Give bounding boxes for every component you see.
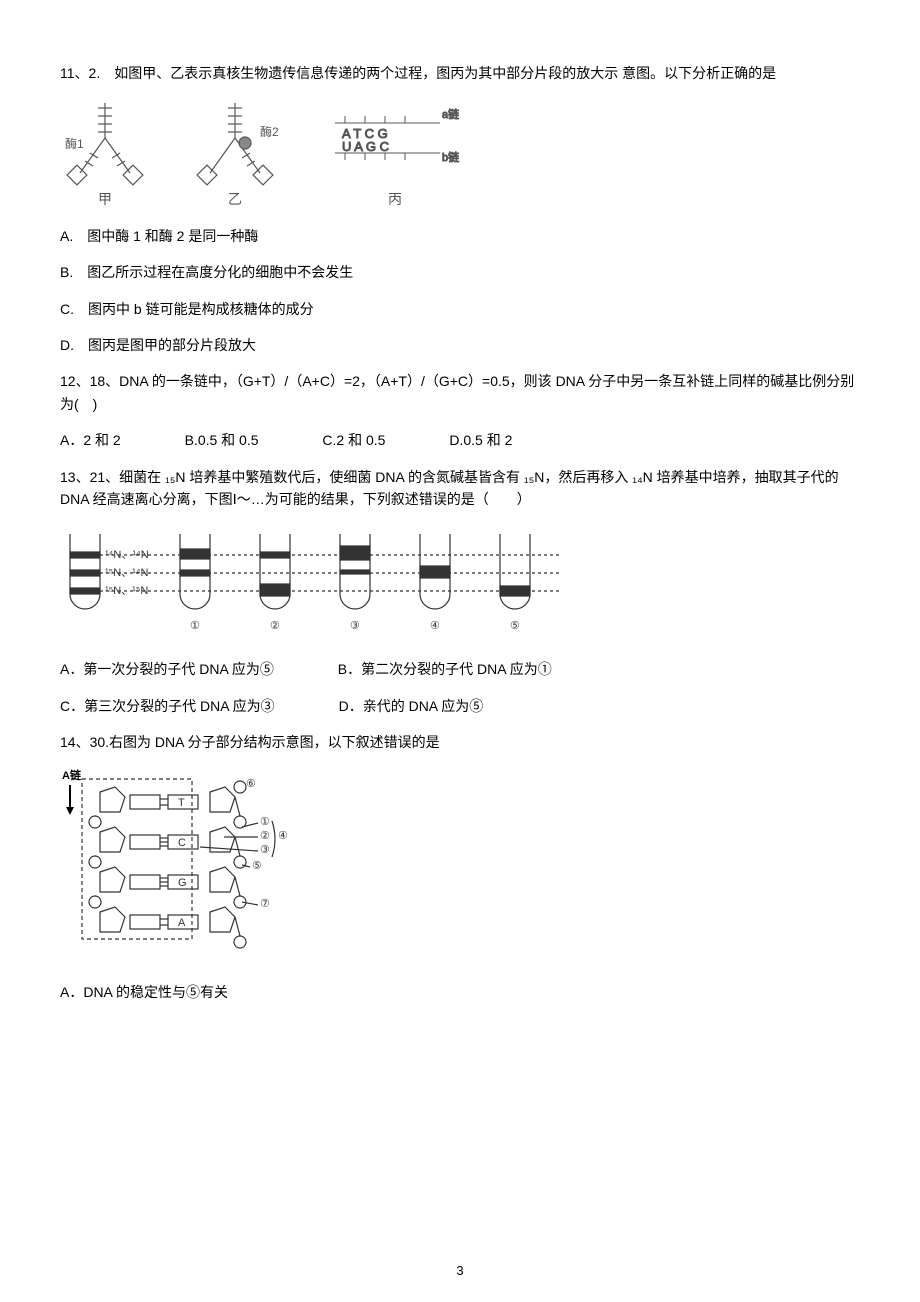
centrifuge-tubes-icon: ¹⁴N、¹⁴N ¹⁵N、¹⁴N ¹⁵N、¹⁵N ① ② ③ ④ bbox=[60, 524, 580, 644]
q12-optA: A．2 和 2 bbox=[60, 429, 121, 451]
q13-optC: C．第三次分裂的子代 DNA 应为③ bbox=[60, 695, 275, 717]
q13-optD: D．亲代的 DNA 应为⑤ bbox=[339, 695, 484, 717]
svg-text:①: ① bbox=[190, 620, 200, 632]
q14-figure: A链 T C G A bbox=[60, 767, 860, 967]
q12-optB: B.0.5 和 0.5 bbox=[185, 429, 259, 451]
svg-text:④: ④ bbox=[430, 620, 440, 632]
seq-bing-icon: A T C G U A G C a链 b链 bbox=[320, 98, 470, 188]
q11-optA: A. 图中酶 1 和酶 2 是同一种酶 bbox=[60, 225, 860, 247]
q11-optD: D. 图丙是图甲的部分片段放大 bbox=[60, 334, 860, 356]
svg-text:②: ② bbox=[270, 620, 280, 632]
q13-row1: A．第一次分裂的子代 DNA 应为⑤ B．第二次分裂的子代 DNA 应为① bbox=[60, 658, 860, 680]
svg-text:酶2: 酶2 bbox=[260, 124, 279, 139]
svg-text:C: C bbox=[178, 837, 186, 849]
q11-stem: 11、2. 如图甲、乙表示真核生物遗传信息传递的两个过程，图丙为其中部分片段的放… bbox=[60, 62, 860, 84]
q11-label-bing: 丙 bbox=[320, 188, 470, 210]
svg-text:A: A bbox=[178, 917, 186, 929]
svg-text:A链: A链 bbox=[62, 768, 82, 782]
q11-label-jia: 甲 bbox=[60, 188, 150, 210]
svg-text:酶1: 酶1 bbox=[65, 136, 84, 151]
q12-options: A．2 和 2 B.0.5 和 0.5 C.2 和 0.5 D.0.5 和 2 bbox=[60, 429, 860, 451]
q12-stem: 12、18、DNA 的一条链中，（G+T）/（A+C）=2，（A+T）/（G+C… bbox=[60, 370, 860, 415]
svg-text:②: ② bbox=[260, 830, 270, 842]
q11-fig-yi: 酶2 乙 bbox=[190, 98, 280, 210]
q11-optB: B. 图乙所示过程在高度分化的细胞中不会发生 bbox=[60, 261, 860, 283]
q11-stem-line2: 意图。以下分析正确的是 bbox=[622, 65, 776, 81]
fork-jia-icon: 酶1 bbox=[60, 98, 150, 188]
dna-structure-icon: A链 T C G A bbox=[60, 767, 340, 967]
q14-stem: 14、30.右图为 DNA 分子部分结构示意图，以下叙述错误的是 bbox=[60, 731, 860, 753]
svg-text:①: ① bbox=[260, 816, 270, 828]
svg-text:a链: a链 bbox=[442, 107, 459, 121]
q13-optA: A．第一次分裂的子代 DNA 应为⑤ bbox=[60, 658, 274, 680]
svg-text:⑦: ⑦ bbox=[260, 898, 270, 910]
svg-text:⑥: ⑥ bbox=[246, 778, 256, 790]
svg-text:⑤: ⑤ bbox=[252, 860, 262, 872]
q11-fig-jia: 酶1 甲 bbox=[60, 98, 150, 210]
svg-text:③: ③ bbox=[350, 620, 360, 632]
q11-stem-line1: 11、2. 如图甲、乙表示真核生物遗传信息传递的两个过程，图丙为其中部分片段的放… bbox=[60, 65, 618, 81]
svg-text:④: ④ bbox=[278, 830, 288, 842]
q12-optC: C.2 和 0.5 bbox=[322, 429, 385, 451]
q11-optC: C. 图丙中 b 链可能是构成核糖体的成分 bbox=[60, 298, 860, 320]
svg-text:⑤: ⑤ bbox=[510, 620, 520, 632]
page-number: 3 bbox=[0, 1261, 920, 1282]
svg-text:③: ③ bbox=[260, 844, 270, 856]
svg-text:G: G bbox=[178, 877, 187, 889]
q13-stem: 13、21、细菌在 ₁₅N 培养基中繁殖数代后，使细菌 DNA 的含氮碱基皆含有… bbox=[60, 466, 860, 511]
svg-text:T: T bbox=[178, 797, 185, 809]
q12-optD: D.0.5 和 2 bbox=[449, 429, 512, 451]
q11-label-yi: 乙 bbox=[190, 188, 280, 210]
svg-text:U A G C: U A G C bbox=[342, 139, 389, 154]
q14-optA: A．DNA 的稳定性与⑤有关 bbox=[60, 981, 860, 1003]
q13-row2: C．第三次分裂的子代 DNA 应为③ D．亲代的 DNA 应为⑤ bbox=[60, 695, 860, 717]
fork-yi-icon: 酶2 bbox=[190, 98, 280, 188]
svg-text:b链: b链 bbox=[442, 150, 459, 164]
q11-figure: 酶1 甲 酶2 乙 bbox=[60, 98, 860, 210]
q11-fig-bing: A T C G U A G C a链 b链 丙 bbox=[320, 98, 470, 210]
q13-optB: B．第二次分裂的子代 DNA 应为① bbox=[338, 658, 552, 680]
q13-figure: ¹⁴N、¹⁴N ¹⁵N、¹⁴N ¹⁵N、¹⁵N ① ② ③ ④ bbox=[60, 524, 860, 644]
